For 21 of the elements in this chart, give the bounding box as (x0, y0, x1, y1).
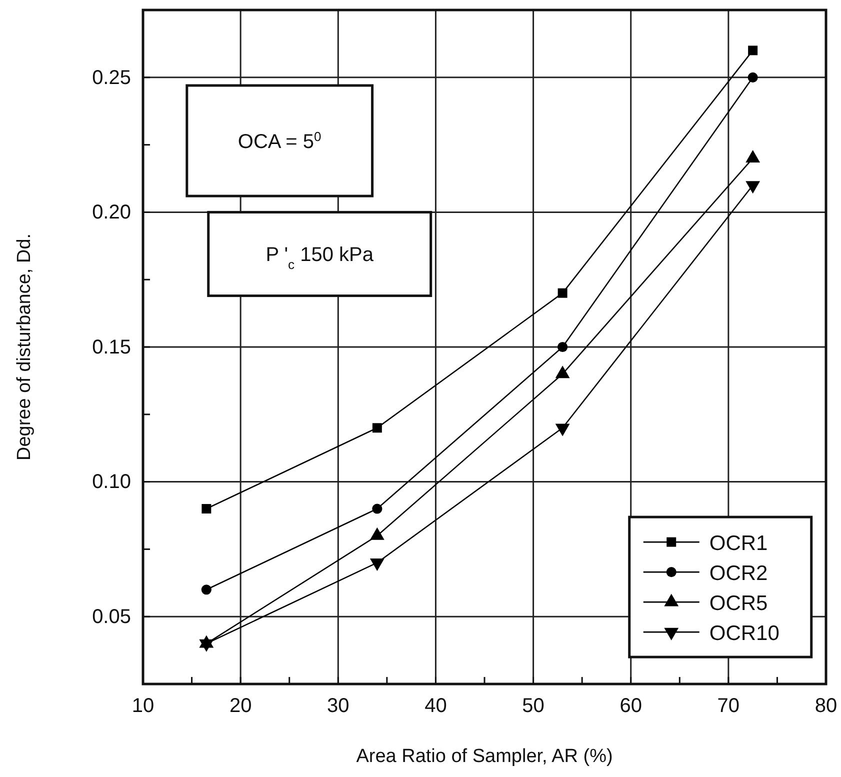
legend-label: OCR10 (709, 622, 780, 646)
x-tick-label: 70 (717, 695, 740, 718)
x-tick-label: 60 (620, 695, 642, 718)
y-tick-label: 0.20 (92, 202, 131, 224)
y-tick-label: 0.10 (92, 471, 131, 494)
x-tick-label: 80 (814, 695, 838, 718)
x-tick-label: 50 (522, 695, 544, 718)
legend-label: OCR1 (709, 532, 768, 556)
x-tick-label: 10 (132, 695, 154, 718)
annotation: P '$_{c}$ 150 kPa (266, 244, 374, 272)
y-tick-label: 0.25 (92, 66, 131, 89)
y-axis-title: Degree of disturbance, Dd. (14, 233, 35, 461)
x-tick-label: 40 (424, 695, 447, 718)
x-axis-title: Area Ratio of Sampler, AR (%) (356, 746, 613, 767)
x-tick-label: 30 (327, 695, 350, 718)
y-tick-label: 0.15 (92, 336, 131, 358)
legend-label: OCR5 (709, 592, 768, 616)
annotation: OCA = 5$^{0}$ (238, 128, 322, 153)
x-tick-label: 20 (229, 695, 252, 718)
y-tick-label: 0.05 (92, 606, 131, 628)
legend-label: OCR2 (709, 562, 768, 586)
